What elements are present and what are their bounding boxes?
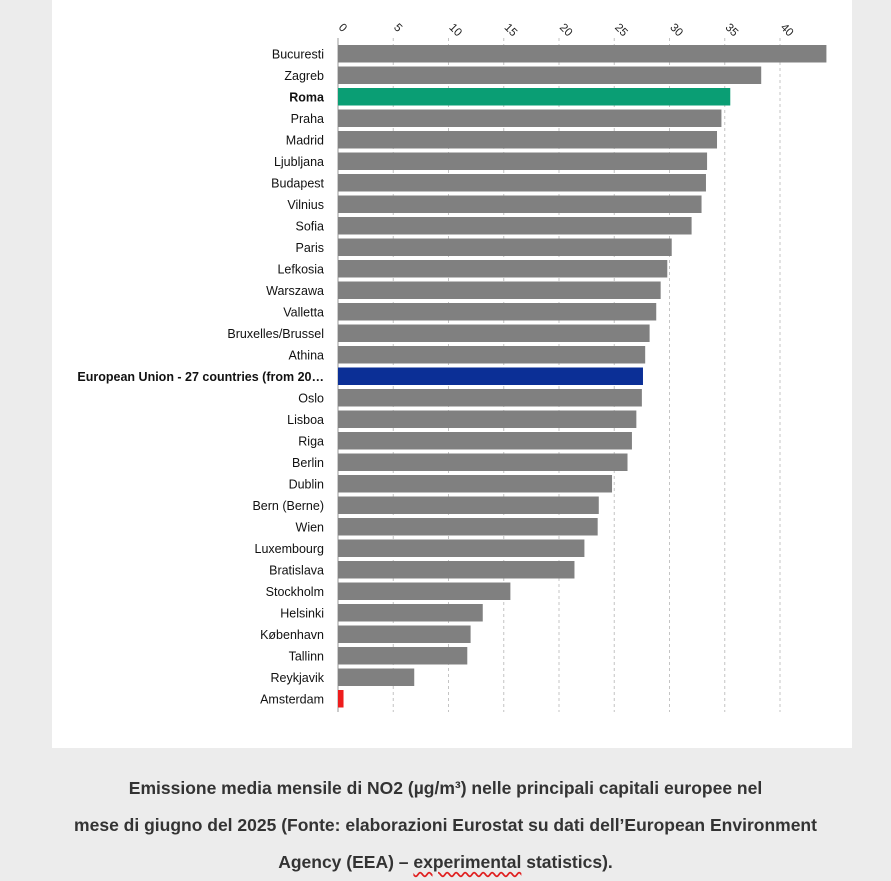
bar-chart: 0 5 10 15 20 25 30 35 40 Bucuresti Zagreb Roma Prah… xyxy=(77,22,827,712)
x-tick-label: 0 xyxy=(336,22,349,35)
bar-sofia[interactable] xyxy=(338,217,692,235)
bar-madrid[interactable] xyxy=(338,131,718,149)
bar-wien[interactable] xyxy=(338,518,598,536)
bar-lisboa[interactable] xyxy=(338,410,637,429)
bar-stockholm[interactable] xyxy=(338,582,511,601)
category-label: Tallinn xyxy=(289,649,324,663)
x-tick-label: 5 xyxy=(391,22,404,35)
bar-k-benhavn[interactable] xyxy=(338,625,471,644)
category-label: Madrid xyxy=(286,133,324,147)
bar-valletta[interactable] xyxy=(338,303,657,321)
bars xyxy=(338,45,827,708)
bar-bratislava[interactable] xyxy=(338,561,575,579)
category-label: Valletta xyxy=(283,305,324,319)
category-label: Zagreb xyxy=(284,69,324,83)
bar-helsinki[interactable] xyxy=(338,604,483,622)
x-tick-label: 10 xyxy=(446,22,464,40)
bar-amsterdam[interactable] xyxy=(338,690,344,708)
category-label: Berlin xyxy=(292,456,324,470)
bar-lefkosia[interactable] xyxy=(338,260,668,278)
figure-caption: Emissione media mensile di NO2 (µg/m³) n… xyxy=(0,770,891,881)
x-tick-label: 15 xyxy=(502,22,520,40)
x-tick-label: 25 xyxy=(612,22,630,40)
category-label: Wien xyxy=(296,520,325,534)
category-labels: Bucuresti Zagreb Roma Praha Madrid Ljubljana B… xyxy=(77,47,325,706)
category-label: Paris xyxy=(296,241,324,255)
bar-athina[interactable] xyxy=(338,346,646,364)
category-label: Reykjavik xyxy=(271,671,325,685)
category-label: Bucuresti xyxy=(272,47,324,61)
category-label: Roma xyxy=(289,90,325,104)
category-label: Bruxelles/Brussel xyxy=(227,327,324,341)
category-label: Ljubljana xyxy=(274,155,324,169)
x-tick-label: 30 xyxy=(667,22,685,40)
caption-line-3: Agency (EEA) – experimental statistics). xyxy=(0,844,891,881)
bar-berlin[interactable] xyxy=(338,453,628,472)
bar-oslo[interactable] xyxy=(338,389,642,407)
bar-paris[interactable] xyxy=(338,238,672,257)
bar-bruxelles-brussel[interactable] xyxy=(338,324,650,343)
bar-riga[interactable] xyxy=(338,432,632,450)
category-label: Riga xyxy=(298,434,324,448)
category-label: Sofia xyxy=(296,219,325,233)
category-label: Amsterdam xyxy=(260,692,324,706)
bar-budapest[interactable] xyxy=(338,174,706,192)
bar-bern-berne-[interactable] xyxy=(338,496,599,515)
category-label: Budapest xyxy=(271,176,324,190)
caption-misspelled-word: experimental xyxy=(413,852,522,872)
x-tick-label: 20 xyxy=(557,22,575,40)
category-label: Vilnius xyxy=(287,198,324,212)
category-label: Helsinki xyxy=(280,606,324,620)
caption-line-2: mese di giugno del 2025 (Fonte: elaboraz… xyxy=(74,815,817,835)
x-tick-label: 35 xyxy=(723,22,741,40)
bar-vilnius[interactable] xyxy=(338,195,702,214)
bar-roma[interactable] xyxy=(338,88,731,106)
category-label: European Union - 27 countries (from 20… xyxy=(77,370,324,384)
bar-praha[interactable] xyxy=(338,109,722,128)
bar-bucuresti[interactable] xyxy=(338,45,827,63)
category-label: Oslo xyxy=(298,391,324,405)
bar-ljubljana[interactable] xyxy=(338,152,708,171)
bar-warszawa[interactable] xyxy=(338,281,661,300)
bar-reykjavik[interactable] xyxy=(338,668,415,687)
category-label: Athina xyxy=(289,348,324,362)
category-label: Stockholm xyxy=(266,585,324,599)
bar-tallinn[interactable] xyxy=(338,647,468,665)
caption-line-3-c: statistics). xyxy=(521,852,613,872)
category-label: Praha xyxy=(291,112,324,126)
category-label: Dublin xyxy=(289,477,324,491)
bar-luxembourg[interactable] xyxy=(338,539,585,558)
category-label: Bern (Berne) xyxy=(252,499,324,513)
category-label: Warszawa xyxy=(266,284,324,298)
bar-zagreb[interactable] xyxy=(338,66,762,85)
x-tick-label: 40 xyxy=(778,22,796,40)
category-label: Lefkosia xyxy=(277,262,324,276)
bar-dublin[interactable] xyxy=(338,475,613,493)
bar-european-union-27-countries-from-20-[interactable] xyxy=(338,367,643,386)
category-label: Bratislava xyxy=(269,563,324,577)
category-label: København xyxy=(260,628,324,642)
caption-line-3-a: Agency (EEA) – xyxy=(278,852,414,872)
category-label: Lisboa xyxy=(287,413,324,427)
category-label: Luxembourg xyxy=(255,542,325,556)
caption-line-1: Emissione media mensile di NO2 (µg/m³) n… xyxy=(128,778,763,798)
x-axis-ticks: 0 5 10 15 20 25 30 35 40 xyxy=(336,22,796,40)
